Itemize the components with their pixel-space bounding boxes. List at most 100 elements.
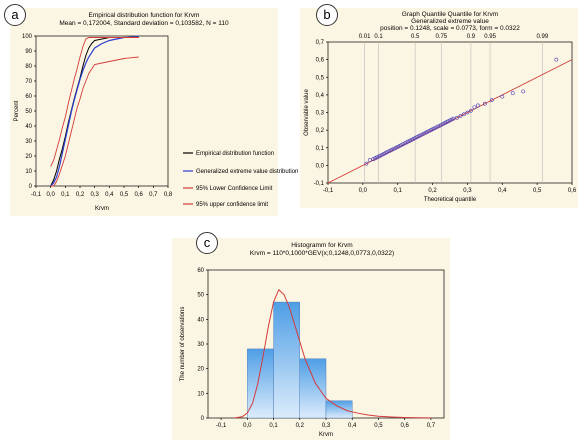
chart-a-x-tick-label: -0,1	[31, 192, 42, 198]
chart-b-x-tick-label: 0,2	[428, 188, 437, 194]
chart-a-y-tick-label: 20	[25, 154, 32, 160]
chart-a-x-tick-label: 0,5	[120, 192, 129, 198]
chart-a-series-line	[50, 37, 139, 167]
chart-a-legend-item: 95% Lower Confidence Limit	[196, 186, 273, 192]
chart-b-point	[521, 89, 526, 94]
chart-c-y-tick-label: 60	[197, 268, 204, 274]
chart-a-legend-item: Generalized extreme value distribution	[196, 169, 298, 175]
chart-b-subtitle2: position = 0.1248, scale = 0.0773, form …	[380, 25, 520, 32]
chart-b-xlabel: Theoretical quantile	[424, 197, 477, 203]
chart-c-y-tick-label: 0	[201, 416, 205, 422]
chart-b-top-tick-label: 0.99	[537, 34, 549, 40]
chart-c-y-tick-label: 20	[197, 367, 204, 373]
chart-a-y-tick-label: 30	[25, 139, 32, 145]
chart-a-y-tick-label: 60	[25, 94, 32, 100]
chart-b-x-tick-label: 0,5	[533, 188, 542, 194]
chart-a-legend-item: Empirical distribution function	[196, 151, 274, 157]
chart-b-point	[472, 105, 477, 110]
chart-c-x-tick-label: 0,4	[348, 423, 357, 429]
chart-b-point	[482, 101, 487, 106]
chart-b-x-tick-label: 0,0	[359, 188, 368, 194]
chart-c-x-tick-label: 0,3	[322, 423, 331, 429]
chart-b-top-tick-label: 0.1	[374, 34, 383, 40]
chart-a-y-tick-label: 40	[25, 124, 32, 130]
chart-b-point	[462, 112, 466, 117]
chart-a-subtitle: Mean = 0,172004, Standard deviation = 0,…	[59, 20, 229, 27]
chart-a: Empirical distribution function for Krvm…	[14, 12, 298, 212]
chart-c-x-tick-label: 0,6	[400, 423, 409, 429]
chart-b-top-tick-label: 0.5	[411, 34, 420, 40]
chart-c-x-tick-label: -0,1	[216, 423, 227, 429]
chart-b-point	[510, 91, 515, 96]
chart-a-title: Empirical distribution function for Krvm	[89, 12, 200, 19]
chart-b-point	[455, 115, 459, 120]
chart-c-x-tick-label: 0,1	[269, 423, 278, 429]
chart-a-series-line	[50, 37, 139, 187]
chart-b-point	[451, 116, 456, 121]
chart-c-y-tick-label: 50	[197, 293, 204, 299]
chart-b-x-tick-label: -0,1	[323, 188, 334, 194]
chart-a-ylabel: Percent	[14, 100, 20, 121]
chart-b-top-tick-label: 0.95	[484, 34, 496, 40]
chart-c-bar	[273, 301, 300, 419]
panel-c: Histogramm for Krvm Krvm = 110*0,1000*GEV…	[172, 238, 450, 440]
chart-c-x-tick-label: 0,2	[296, 423, 305, 429]
chart-a-series-line	[50, 56, 139, 187]
chart-c-x-tick-label: 0,0	[243, 423, 252, 429]
chart-b-point	[465, 110, 470, 115]
chart-c-gev-curve	[234, 288, 431, 419]
panel-a: Empirical distribution function for Krvm…	[10, 8, 298, 216]
chart-b-top-tick-label: 0.01	[359, 34, 371, 40]
chart-b-y-tick-label: 0,5	[316, 75, 325, 81]
chart-c-y-tick-label: 40	[197, 317, 204, 323]
panel-b: Graph Quantile Quantile for Krvm Generali…	[300, 8, 578, 208]
chart-c-y-tick-label: 10	[197, 391, 204, 397]
chart-b-point	[500, 94, 505, 99]
chart-b-top-tick-label: 0.75	[435, 34, 447, 40]
chart-b-subtitle: Generalized extreme value	[411, 18, 489, 25]
chart-a-y-tick-label: 0	[29, 184, 33, 190]
chart-a-y-tick-label: 80	[25, 64, 32, 70]
chart-c-y-tick-label: 30	[197, 342, 204, 348]
chart-b-title: Graph Quantile Quantile for Krvm	[402, 11, 498, 18]
chart-b-y-tick-label: 0,2	[316, 128, 325, 134]
chart-a-series-line	[50, 36, 139, 187]
chart-a-x-tick-label: 0,0	[46, 192, 55, 198]
chart-a-y-tick-label: 10	[25, 169, 32, 175]
chart-a-x-tick-label: 0,3	[90, 192, 99, 198]
chart-b-y-tick-label: 0,3	[316, 111, 325, 117]
chart-b-y-tick-label: 0,1	[316, 146, 325, 152]
chart-b-point	[489, 98, 494, 103]
panel-label-b: b	[316, 4, 338, 26]
chart-c-title: Histogramm for Krvm	[291, 242, 352, 249]
chart-a-legend-item: 95% upper confidence limit	[196, 202, 268, 208]
chart-c-ylabel: The number of observations	[180, 307, 186, 382]
chart-b-x-tick-label: 0,4	[498, 188, 507, 194]
chart-c-x-tick-label: 0,5	[374, 423, 383, 429]
chart-c-x-tick-label: 0,7	[427, 423, 436, 429]
chart-a-xlabel: Krvm	[95, 206, 109, 212]
chart-c-xlabel: Krvm	[319, 432, 333, 438]
panel-label-a: a	[4, 4, 26, 26]
chart-a-x-tick-label: 0,1	[61, 192, 70, 198]
chart-b-ylabel: Observable value	[304, 88, 310, 135]
chart-a-x-tick-label: 0,4	[105, 192, 114, 198]
chart-b-y-tick-label: -0,1	[314, 181, 325, 187]
chart-b-top-tick-label: 0.9	[467, 34, 476, 40]
chart-b-point	[475, 103, 480, 108]
chart-a-x-tick-label: 0,8	[164, 192, 173, 198]
chart-b-y-tick-label: 0,6	[316, 58, 325, 64]
chart-b-x-tick-label: 0,1	[394, 188, 403, 194]
chart-a-y-tick-label: 100	[22, 34, 33, 40]
chart-b-point	[554, 57, 559, 62]
chart-b: Graph Quantile Quantile for KrvmGenerali…	[304, 11, 577, 203]
chart-c-bar	[247, 348, 274, 419]
chart-b-point	[367, 158, 372, 162]
chart-a-x-tick-label: 0,7	[149, 192, 158, 198]
chart-b-x-tick-label: 0,3	[463, 188, 472, 194]
chart-b-point	[364, 161, 369, 166]
chart-a-y-tick-label: 90	[25, 49, 32, 55]
chart-a-y-tick-label: 70	[25, 79, 32, 85]
chart-b-y-tick-label: 0,4	[316, 93, 325, 99]
